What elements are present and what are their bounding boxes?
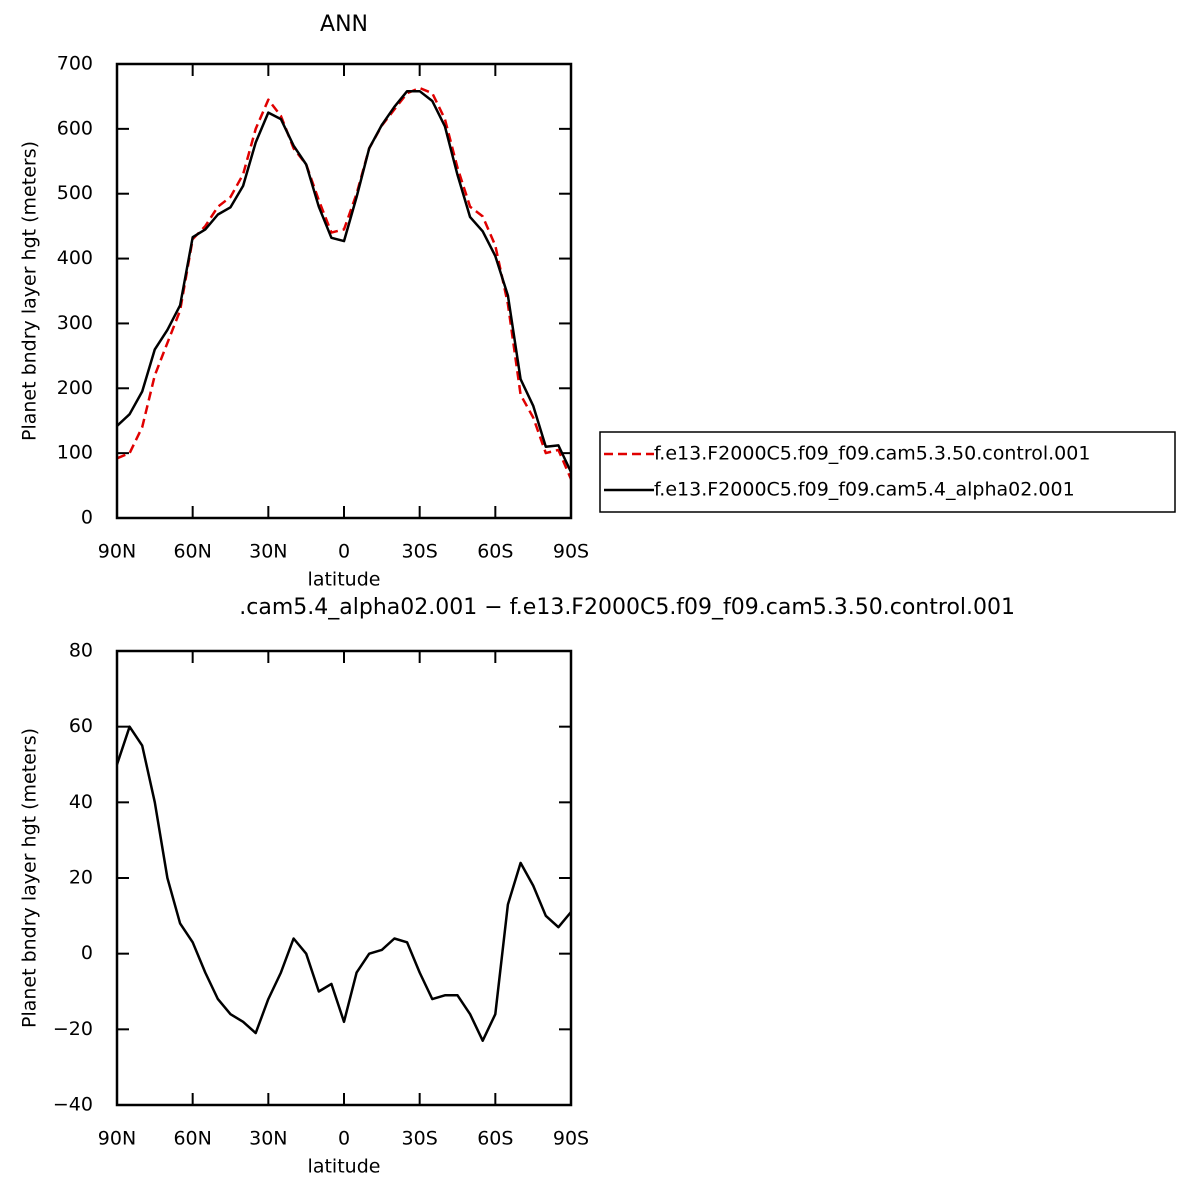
legend-label: f.e13.F2000C5.f09_f09.cam5.4_alpha02.001	[654, 479, 1075, 501]
y-tick-label: 0	[81, 507, 93, 529]
x-tick-label: 30N	[249, 1128, 287, 1150]
data-line	[115, 725, 572, 1042]
y-tick-label: −20	[53, 1018, 93, 1040]
y-tick-label: 700	[57, 53, 93, 75]
x-tick-label: 0	[338, 1128, 350, 1150]
plot-frame	[115, 649, 573, 1107]
y-tick-label: 20	[69, 867, 93, 889]
y-tick-label: 600	[57, 117, 93, 139]
chart-title: .cam5.4_alpha02.001 − f.e13.F2000C5.f09_…	[239, 595, 1015, 620]
y-tick-label: 0	[81, 942, 93, 964]
y-tick-label: 100	[57, 442, 93, 464]
y-axis-label: Planet bndry layer hgt (meters)	[19, 141, 41, 441]
y-tick-label: 40	[69, 791, 93, 813]
x-tick-label: 60S	[477, 1128, 513, 1150]
data-line	[116, 89, 573, 473]
x-tick-label: 90S	[553, 1128, 589, 1150]
x-tick-label: 90S	[553, 541, 589, 563]
x-tick-label: 30N	[249, 541, 287, 563]
x-tick-label: 60N	[173, 1128, 211, 1150]
x-tick-label: 90N	[98, 1128, 136, 1150]
data-line	[116, 86, 573, 480]
y-tick-label: −40	[53, 1094, 93, 1116]
y-tick-label: 200	[57, 377, 93, 399]
y-tick-label: 60	[69, 715, 93, 737]
y-tick-label: 80	[69, 640, 93, 662]
legend-box	[599, 431, 1176, 513]
x-tick-label: 90N	[98, 541, 136, 563]
y-tick-label: 400	[57, 247, 93, 269]
y-tick-label: 500	[57, 182, 93, 204]
x-axis-label: latitude	[308, 1156, 381, 1178]
y-axis-label: Planet bndry layer hgt (meters)	[19, 728, 41, 1028]
x-axis-label: latitude	[308, 569, 381, 591]
y-tick-label: 300	[57, 312, 93, 334]
plot-frame	[115, 62, 573, 520]
x-tick-label: 60N	[173, 541, 211, 563]
chart-title: ANN	[320, 12, 368, 37]
x-tick-label: 30S	[402, 541, 438, 563]
x-tick-label: 30S	[402, 1128, 438, 1150]
legend-label: f.e13.F2000C5.f09_f09.cam5.3.50.control.…	[654, 443, 1090, 465]
x-tick-label: 60S	[477, 541, 513, 563]
x-tick-label: 0	[338, 541, 350, 563]
